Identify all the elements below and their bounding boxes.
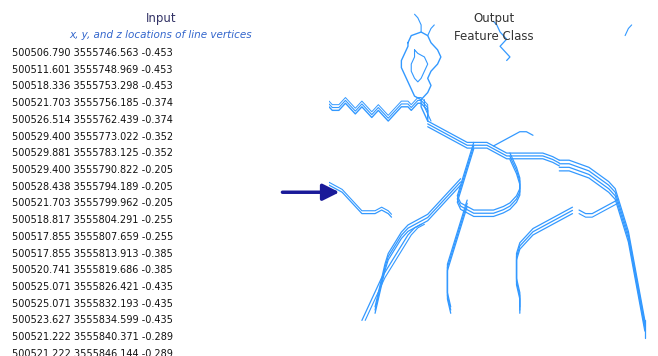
- Text: Output: Output: [473, 12, 514, 26]
- Text: 500521.222 3555840.371 -0.289: 500521.222 3555840.371 -0.289: [13, 332, 173, 342]
- Text: 500525.071 3555832.193 -0.435: 500525.071 3555832.193 -0.435: [13, 299, 173, 309]
- Text: 500529.400 3555790.822 -0.205: 500529.400 3555790.822 -0.205: [13, 165, 173, 175]
- Text: 500517.855 3555813.913 -0.385: 500517.855 3555813.913 -0.385: [13, 248, 173, 258]
- Text: 500520.741 3555819.686 -0.385: 500520.741 3555819.686 -0.385: [13, 265, 173, 275]
- Text: 500526.514 3555762.439 -0.374: 500526.514 3555762.439 -0.374: [13, 115, 173, 125]
- Text: Feature Class: Feature Class: [453, 30, 534, 43]
- Text: 500518.817 3555804.291 -0.255: 500518.817 3555804.291 -0.255: [13, 215, 173, 225]
- Text: 500528.438 3555794.189 -0.205: 500528.438 3555794.189 -0.205: [13, 182, 173, 192]
- Text: 500529.881 3555783.125 -0.352: 500529.881 3555783.125 -0.352: [13, 148, 173, 158]
- Text: 500511.601 3555748.969 -0.453: 500511.601 3555748.969 -0.453: [13, 65, 173, 75]
- Text: 500521.703 3555799.962 -0.205: 500521.703 3555799.962 -0.205: [13, 199, 173, 209]
- Text: 500521.703 3555756.185 -0.374: 500521.703 3555756.185 -0.374: [13, 98, 173, 108]
- Text: Input: Input: [145, 12, 176, 26]
- Text: 500506.790 3555746.563 -0.453: 500506.790 3555746.563 -0.453: [13, 48, 173, 58]
- Text: 500521.222 3555846.144 -0.289: 500521.222 3555846.144 -0.289: [13, 349, 173, 356]
- Text: 500523.627 3555834.599 -0.435: 500523.627 3555834.599 -0.435: [13, 315, 173, 325]
- Text: x, y, and z locations of line vertices: x, y, and z locations of line vertices: [70, 30, 252, 40]
- Text: 500517.855 3555807.659 -0.255: 500517.855 3555807.659 -0.255: [13, 232, 174, 242]
- Text: 500529.400 3555773.022 -0.352: 500529.400 3555773.022 -0.352: [13, 132, 174, 142]
- Text: 500525.071 3555826.421 -0.435: 500525.071 3555826.421 -0.435: [13, 282, 173, 292]
- Text: 500518.336 3555753.298 -0.453: 500518.336 3555753.298 -0.453: [13, 82, 173, 91]
